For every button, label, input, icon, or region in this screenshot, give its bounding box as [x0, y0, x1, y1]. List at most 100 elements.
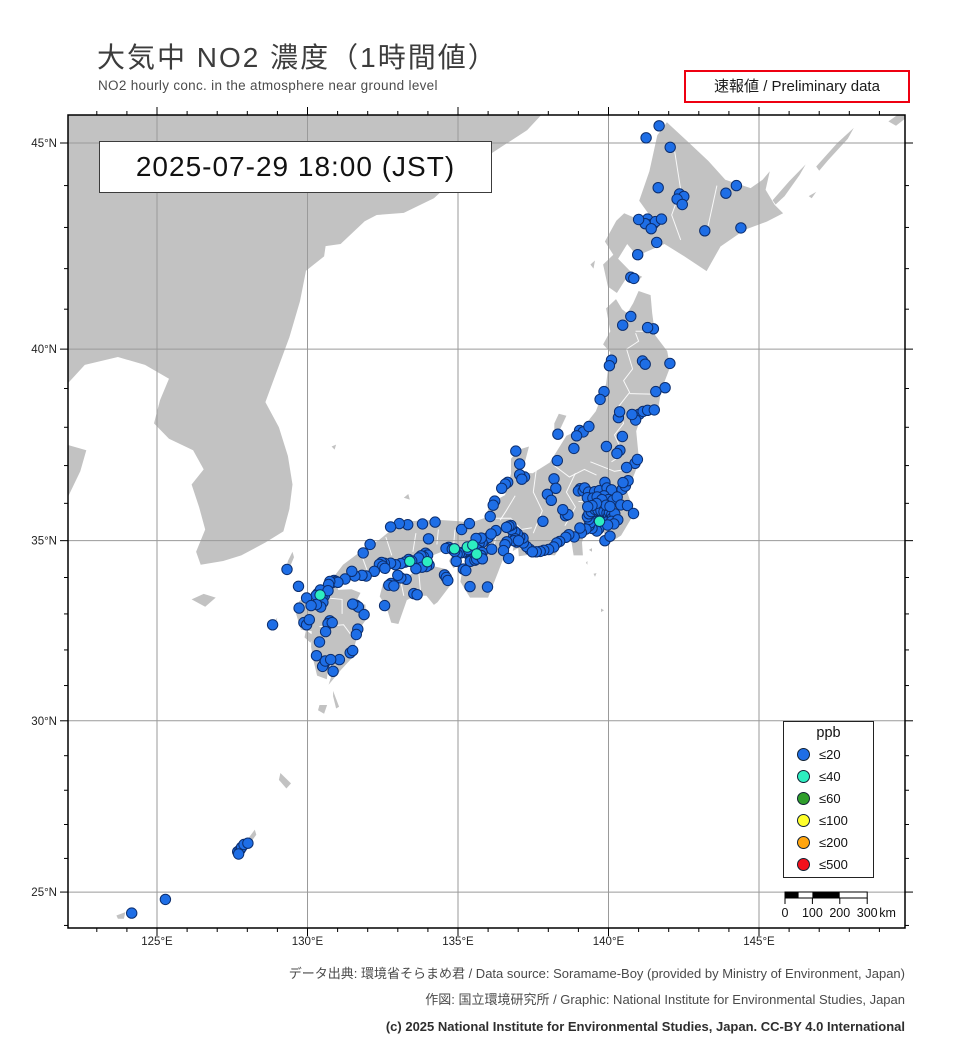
map-content	[68, 115, 905, 928]
legend-rows: ≤20 ≤40 ≤60 ≤100 ≤200 ≤500	[784, 743, 873, 875]
legend-item-label: ≤40	[819, 768, 841, 784]
stations-layer	[126, 120, 747, 919]
station-dot-le20	[429, 516, 441, 528]
station-dot-le20	[570, 430, 583, 442]
map-frame	[67, 114, 906, 929]
station-dot-le20	[600, 440, 613, 453]
station-dot-le20	[325, 653, 337, 666]
landmass-iriomote	[116, 912, 126, 919]
preliminary-data-badge: 速報値 / Preliminary data	[684, 70, 910, 103]
scale-label: 300	[857, 906, 878, 920]
station-dot-le20	[266, 619, 279, 631]
station-dot-le20	[552, 428, 564, 440]
station-dot-le20	[514, 458, 526, 470]
station-dot-le20	[510, 445, 522, 457]
station-dot-le20	[639, 358, 651, 370]
legend-item-label: ≤100	[819, 812, 848, 828]
prefecture-border	[400, 581, 405, 596]
station-dot-le20	[347, 598, 359, 610]
station-dot-le20	[455, 523, 468, 536]
station-dot-le20	[652, 182, 664, 194]
landmass-tanegashima	[333, 690, 340, 709]
station-dot-le20	[347, 644, 359, 657]
station-dot-le20	[620, 461, 633, 474]
station-dot-le40	[314, 589, 326, 601]
station-dot-le20	[410, 563, 422, 575]
legend: ppb ≤20 ≤40 ≤60 ≤100 ≤200 ≤500	[783, 721, 874, 878]
station-dot-le20	[481, 581, 494, 593]
station-dot-le20	[537, 515, 549, 527]
station-dot-le20	[645, 223, 657, 235]
scale-bar: 0 100 200 300 km	[782, 891, 896, 920]
landmass-amami	[278, 773, 291, 789]
legend-item-label: ≤20	[819, 746, 841, 762]
prefecture-border	[418, 573, 421, 591]
station-dot-le20	[613, 406, 626, 418]
landmass-continent	[68, 115, 542, 565]
station-dot-le20	[293, 602, 305, 614]
station-dot-le20	[616, 430, 629, 443]
station-dot-le20	[551, 454, 563, 467]
station-dot-le20	[384, 521, 397, 533]
station-dot-le20	[464, 580, 476, 593]
station-dot-le20	[648, 404, 660, 416]
station-dot-le20	[557, 504, 569, 516]
legend-item-≤60: ≤60	[784, 787, 873, 809]
station-dot-le20	[611, 447, 623, 460]
landmass-hachijojima	[601, 608, 604, 613]
station-dot-le20	[720, 187, 732, 199]
lon-label: 130°E	[292, 936, 324, 948]
station-dot-le20	[516, 473, 528, 485]
station-dot-le20	[357, 547, 369, 559]
station-dot-le20	[487, 499, 499, 511]
station-dot-le20	[653, 120, 665, 132]
station-dot-le40	[404, 555, 416, 567]
station-dot-le20	[242, 837, 254, 849]
station-dot-le20	[545, 494, 557, 506]
landmass-ulleung	[331, 444, 337, 450]
station-dot-le20	[627, 507, 640, 520]
station-dot-le20	[281, 563, 293, 576]
station-dot-le20	[358, 608, 370, 621]
station-dot-le20	[550, 482, 562, 494]
station-dot-le20	[628, 272, 640, 285]
station-dot-le20	[463, 517, 476, 530]
landmass-shandong	[68, 444, 87, 497]
lat-label: 45°N	[31, 138, 57, 150]
station-dot-le20	[603, 360, 616, 372]
station-dot-le40	[421, 556, 433, 568]
station-dot-le20	[604, 530, 616, 542]
station-dot-le20	[617, 476, 629, 489]
station-dot-le20	[664, 141, 676, 154]
station-dot-le20	[411, 589, 423, 601]
prefecture-border	[324, 597, 343, 614]
station-dot-le20	[650, 385, 662, 398]
station-dot-le20	[310, 650, 323, 662]
timestamp-label: 2025-07-29 18:00 (JST)	[99, 141, 492, 193]
station-dot-le20	[500, 521, 513, 533]
landmass-niijima	[585, 561, 588, 565]
legend-dot-icon	[797, 769, 810, 783]
station-dot-le20	[625, 310, 637, 323]
station-dot-le20	[632, 249, 644, 261]
legend-dot-icon	[797, 791, 810, 805]
station-dot-le20	[676, 198, 688, 211]
landmass-izu_oshima	[588, 548, 592, 552]
station-dot-le20	[486, 543, 498, 555]
station-dot-le20	[651, 236, 663, 249]
landmass-shikotan	[808, 191, 817, 199]
prefecture-border	[385, 536, 393, 556]
landmass-yakushima	[318, 705, 328, 714]
scale-label: 0	[782, 906, 789, 920]
landmass-iturup	[816, 127, 854, 171]
station-dot-le20	[640, 132, 652, 144]
station-dot-le40	[593, 515, 606, 527]
station-dot-le20	[631, 453, 644, 466]
station-dot-le20	[292, 580, 305, 592]
lon-label: 125°E	[141, 936, 173, 948]
station-dot-le20	[460, 564, 472, 577]
station-dot-le20	[378, 599, 391, 612]
station-dot-le20	[379, 562, 391, 574]
station-dot-le20	[583, 420, 595, 433]
